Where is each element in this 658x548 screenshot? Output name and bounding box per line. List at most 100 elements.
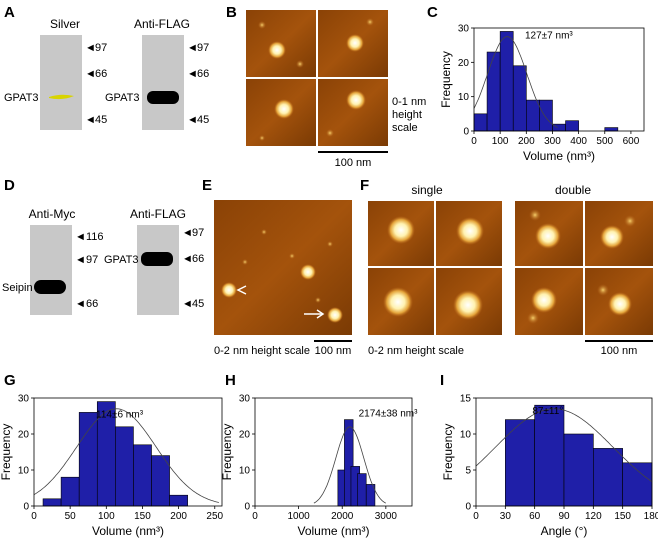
marker-label: 97 (197, 42, 209, 54)
particle (221, 282, 237, 298)
histogram-g: 0 50 100 150 200 250 0 10 20 30 Volume (nm³) Freque… (0, 394, 224, 539)
y-axis-label: Frequency (0, 424, 13, 481)
marker-label: 97 (86, 254, 98, 266)
histogram-h: 0 1000 2000 3000 0 10 20 30 Volume (nm³) Frequenc… (220, 394, 418, 539)
single-particle (383, 287, 413, 317)
x-tick-label: 0 (31, 511, 37, 522)
height-scale-label: 0-2 nm height scale (368, 345, 464, 357)
marker-arrow: ◄ (182, 298, 193, 310)
y-tick-label: 0 (244, 502, 250, 513)
x-tick-label: 600 (623, 136, 640, 147)
histogram-bar (60, 476, 80, 507)
single-particle (456, 217, 484, 245)
plot-frame (473, 27, 645, 132)
double-particle (600, 225, 624, 249)
height-scale-line: height (392, 109, 422, 121)
marker-arrow: ◄ (75, 298, 86, 310)
mean-annotation: 2174±38 nm³ (359, 408, 419, 419)
blot-membrane (30, 225, 72, 315)
panel-letter-a: A (4, 4, 15, 21)
marker-arrow: ◄ (187, 68, 198, 80)
histogram-bar (473, 113, 488, 132)
y-tick-label: 30 (18, 394, 30, 405)
histogram-bar (78, 412, 98, 507)
marker-arrow: ◄ (75, 231, 86, 243)
panel-letter-b: B (226, 4, 237, 21)
y-tick-label: 30 (239, 394, 251, 405)
y-tick-label: 10 (239, 466, 251, 477)
gpat3-band (141, 252, 173, 266)
arrow-marker-head (316, 309, 325, 319)
blot-membrane (137, 225, 179, 315)
blot-title: Anti-Myc (29, 207, 76, 221)
group-label-double: double (555, 183, 591, 197)
panel-a-antiflag-blot: Anti-FLAG GPAT3 ◄ 97 ◄ 66 ◄ 45 (105, 17, 209, 130)
x-tick-label: 300 (544, 136, 561, 147)
blot-title: Silver (50, 17, 80, 31)
histogram-bar (42, 498, 62, 507)
single-particle (387, 216, 415, 244)
histogram-bar (622, 462, 653, 507)
panel-d-antimyc-blot: Anti-Myc Seipin ◄ 116 ◄ 97 ◄ 66 (2, 207, 104, 315)
band-label: GPAT3 (104, 254, 138, 266)
x-tick-label: 500 (596, 136, 613, 147)
x-axis-label: Volume (nm³) (523, 149, 595, 163)
y-tick-label: 15 (460, 394, 472, 405)
blot-membrane (142, 35, 184, 130)
x-tick-label: 60 (529, 511, 541, 522)
double-particle-partner (624, 215, 636, 227)
histogram-bar (151, 455, 170, 507)
double-particle (535, 223, 561, 249)
band-label: GPAT3 (105, 92, 139, 104)
histogram-bar (552, 123, 566, 132)
histogram-bar (486, 51, 501, 132)
histogram-c: 0 100 200 300 400 500 600 0 10 20 30 Volume (nm³) Fr… (439, 24, 645, 163)
marker-arrow: ◄ (182, 227, 193, 239)
small-particle (296, 60, 304, 68)
marker-arrow: ◄ (85, 42, 96, 54)
marker-label: 45 (95, 114, 107, 126)
small-particle (326, 129, 334, 137)
x-axis-label: Volume (nm³) (92, 524, 164, 538)
panel-letter-c: C (427, 4, 438, 21)
x-tick-label: 0 (471, 136, 477, 147)
histogram-bar (539, 99, 553, 132)
y-tick-label: 20 (458, 58, 470, 69)
y-tick-label: 10 (460, 430, 472, 441)
scale-bar-label: 100 nm (601, 345, 638, 357)
mean-annotation: 114±6 nm³ (96, 409, 144, 420)
gpat3-band (147, 91, 179, 104)
gaussian-fit-curve (313, 426, 387, 504)
y-tick-label: 10 (18, 466, 30, 477)
histogram-bar (169, 494, 188, 507)
y-tick-label: 30 (458, 24, 470, 35)
scale-bar-label: 100 nm (315, 345, 352, 357)
y-axis-label: Frequency (220, 424, 234, 481)
panel-letter-d: D (4, 177, 15, 194)
marker-label: 116 (86, 231, 104, 243)
x-tick-label: 50 (65, 511, 77, 522)
band-label: GPAT3 (4, 92, 38, 104)
particle (327, 307, 343, 323)
double-particle-partner (597, 284, 609, 296)
small-particle (366, 18, 374, 26)
x-tick-label: 200 (518, 136, 535, 147)
small-particle (289, 253, 295, 259)
x-tick-label: 2000 (331, 511, 354, 522)
y-tick-label: 10 (458, 92, 470, 103)
y-tick-label: 20 (239, 430, 251, 441)
histogram-bar (526, 99, 540, 132)
panel-f-afm: single double 100 nm 0-2 nm height scale (368, 183, 653, 357)
height-scale-line: 0-1 nm (392, 96, 426, 108)
small-particle (242, 259, 248, 265)
histogram-bar (115, 426, 134, 507)
x-tick-label: 0 (473, 511, 479, 522)
histogram-bar (534, 404, 565, 507)
gaussian-fit-curve (33, 408, 219, 503)
panel-letter-i: I (440, 372, 444, 389)
marker-arrow: ◄ (75, 254, 86, 266)
mean-annotation: 87±11° (532, 406, 563, 417)
marker-label: 66 (197, 68, 209, 80)
x-tick-label: 90 (558, 511, 570, 522)
